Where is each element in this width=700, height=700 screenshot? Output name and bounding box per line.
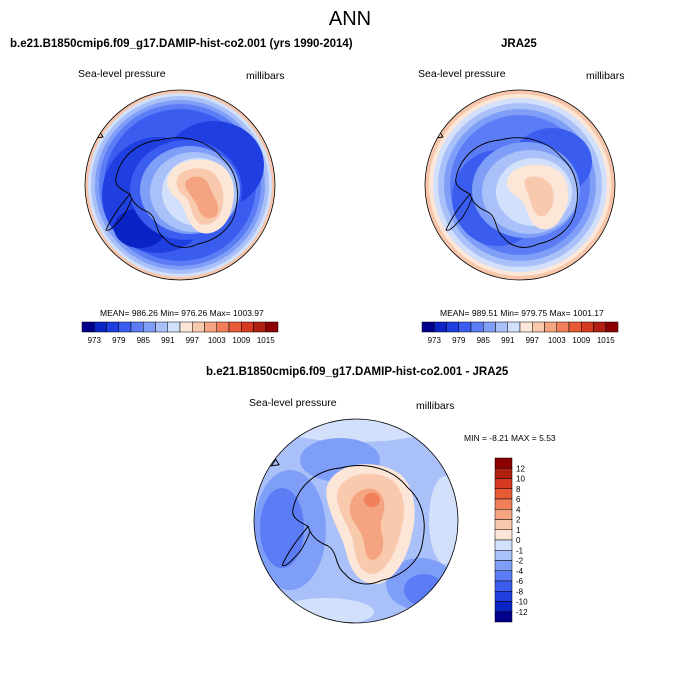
panel1-colorbar-tick-label: 985 xyxy=(137,336,151,345)
panel3-colorbar-swatch xyxy=(494,509,513,520)
panel3-colorbar-swatch xyxy=(494,560,513,571)
panel2-colorbar-tick-label: 991 xyxy=(501,336,515,345)
panel1-map xyxy=(84,89,276,281)
panel1-colorbar-swatch xyxy=(81,321,95,333)
panel2-colorbar-tick-label: 1009 xyxy=(572,336,590,345)
panel1-colorbar-swatch xyxy=(204,321,217,333)
panel2-colorbar: 973 979 985 991 997 1003 1009 1015 xyxy=(421,321,619,345)
panel3-colorbar-tick-label: -6 xyxy=(516,577,524,586)
panel2-colorbar-swatch xyxy=(434,321,447,333)
panel1-colorbar: 973 979 985 991 997 1003 1009 1015 xyxy=(81,321,279,345)
panel3-colorbar-tick-label: 1 xyxy=(516,526,521,535)
panel3-colorbar-tick-label: -10 xyxy=(516,598,528,607)
panel2-colorbar-swatch xyxy=(544,321,557,333)
panel1-variable-label: Sea-level pressure xyxy=(78,68,166,80)
panel1-colorbar-swatch xyxy=(106,321,119,333)
panel2-variable-label: Sea-level pressure xyxy=(418,68,506,80)
panel3-colorbar-swatch xyxy=(494,478,513,489)
panel1-colorbar-tick-label: 997 xyxy=(186,336,200,345)
panel3-colorbar-tick-label: 0 xyxy=(516,536,521,545)
panel2-colorbar-swatch xyxy=(507,321,521,333)
panel1-colorbar-swatch xyxy=(167,321,181,333)
figure-title: ANN xyxy=(328,8,372,30)
panel3-colorbar-tick-label: -8 xyxy=(516,587,524,596)
panel2-colorbar-swatch xyxy=(421,321,435,333)
panel1-colorbar-swatch xyxy=(118,321,132,333)
panel3-stats: MIN = -8.21 MAX = 5.53 xyxy=(464,433,556,443)
panel1-colorbar-tick-label: 1015 xyxy=(257,336,275,345)
panel2-colorbar-swatch xyxy=(495,321,508,333)
panel3-colorbar-swatch xyxy=(494,611,513,623)
panel1-title: b.e21.B1850cmip6.f09_g17.DAMIP-hist-co2.… xyxy=(10,38,353,50)
panel3-colorbar-tick-label: -12 xyxy=(516,608,528,617)
panel2-colorbar-tick-label: 1003 xyxy=(548,336,566,345)
panel3-variable-label: Sea-level pressure xyxy=(249,397,337,409)
panel3-colorbar-tick-label: 2 xyxy=(516,516,521,525)
panel2-colorbar-swatch xyxy=(458,321,472,333)
panel3-colorbar-swatch xyxy=(494,498,513,510)
panel1-colorbar-swatch xyxy=(94,321,107,333)
panel2-colorbar-tick-label: 1015 xyxy=(597,336,615,345)
panel2-colorbar-tick-label: 979 xyxy=(452,336,466,345)
panel1-colorbar-tick-label: 1003 xyxy=(208,336,226,345)
panel2-colorbar-swatch xyxy=(446,321,459,333)
panel1-colorbar-swatch xyxy=(143,321,156,333)
panel3-colorbar-swatch xyxy=(494,580,513,592)
panel3-colorbar-tick-label: -1 xyxy=(516,546,524,555)
panel2-colorbar-tick-label: 973 xyxy=(428,336,442,345)
panel2-map xyxy=(424,89,616,281)
panel2-colorbar-swatch xyxy=(470,321,484,333)
panel1-colorbar-swatch xyxy=(241,321,254,333)
panel2-colorbar-swatch xyxy=(593,321,606,333)
panel1-colorbar-tick-label: 1009 xyxy=(232,336,250,345)
panel2-colorbar-swatch xyxy=(581,321,594,333)
panel1-colorbar-tick-label: 973 xyxy=(88,336,102,345)
panel2-colorbar-swatch xyxy=(605,321,619,333)
panel2-colorbar-tick-label: 997 xyxy=(526,336,540,345)
panel1-colorbar-swatch xyxy=(216,321,230,333)
panel1-colorbar-swatch xyxy=(179,321,193,333)
panel3-title: b.e21.B1850cmip6.f09_g17.DAMIP-hist-co2.… xyxy=(206,366,509,378)
panel1-colorbar-swatch xyxy=(265,321,279,333)
panel3-colorbar-swatch xyxy=(494,468,513,479)
panel2-title: JRA25 xyxy=(501,38,537,50)
panel1-colorbar-swatch xyxy=(253,321,266,333)
panel2-colorbar-swatch xyxy=(556,321,570,333)
panel3-colorbar-swatch xyxy=(494,601,513,612)
panel3-colorbar-swatch xyxy=(494,529,513,541)
panel3-colorbar-tick-label: -2 xyxy=(516,557,524,566)
panel1-colorbar-tick-label: 979 xyxy=(112,336,126,345)
panel1-colorbar-tick-label: 991 xyxy=(161,336,175,345)
panel3-colorbar-tick-label: -4 xyxy=(516,567,524,576)
panel2-colorbar-tick-label: 985 xyxy=(477,336,491,345)
panel3-colorbar-swatch xyxy=(494,539,513,551)
panel3-colorbar-tick-label: 8 xyxy=(516,485,521,494)
panel3-colorbar-swatch xyxy=(494,488,513,500)
panel3-colorbar-tick-label: 6 xyxy=(516,495,521,504)
panel3-colorbar-tick-label: 10 xyxy=(516,475,525,484)
panel3-colorbar-swatch xyxy=(494,519,513,530)
panel1-colorbar-swatch xyxy=(155,321,168,333)
panel1-stats: MEAN= 986.26 Min= 976.26 Max= 1003.97 xyxy=(100,308,264,318)
panel2-stats: MEAN= 989.51 Min= 979.75 Max= 1001.17 xyxy=(440,308,604,318)
panel3-map xyxy=(253,418,459,624)
panel3-colorbar-swatch xyxy=(494,591,513,602)
panel1-units-label: millibars xyxy=(246,70,285,82)
panel3-colorbar-swatch xyxy=(494,457,513,469)
panel2-colorbar-swatch xyxy=(483,321,496,333)
panel2-colorbar-swatch xyxy=(568,321,582,333)
panel3-colorbar-tick-label: 12 xyxy=(516,464,525,473)
panel2-colorbar-swatch xyxy=(532,321,545,333)
panel1-colorbar-swatch xyxy=(228,321,242,333)
panel2-units-label: millibars xyxy=(586,70,625,82)
panel2-colorbar-swatch xyxy=(519,321,533,333)
panel3-colorbar-tick-label: 4 xyxy=(516,505,521,514)
panel1-colorbar-swatch xyxy=(130,321,144,333)
panel3-colorbar-swatch xyxy=(494,550,513,561)
panel3-colorbar-swatch xyxy=(494,570,513,582)
panel3-units-label: millibars xyxy=(416,400,455,412)
panel1-colorbar-swatch xyxy=(192,321,205,333)
